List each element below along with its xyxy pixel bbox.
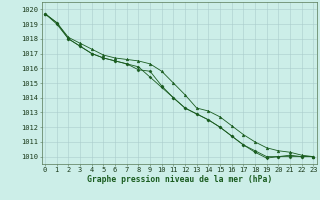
- X-axis label: Graphe pression niveau de la mer (hPa): Graphe pression niveau de la mer (hPa): [87, 175, 272, 184]
